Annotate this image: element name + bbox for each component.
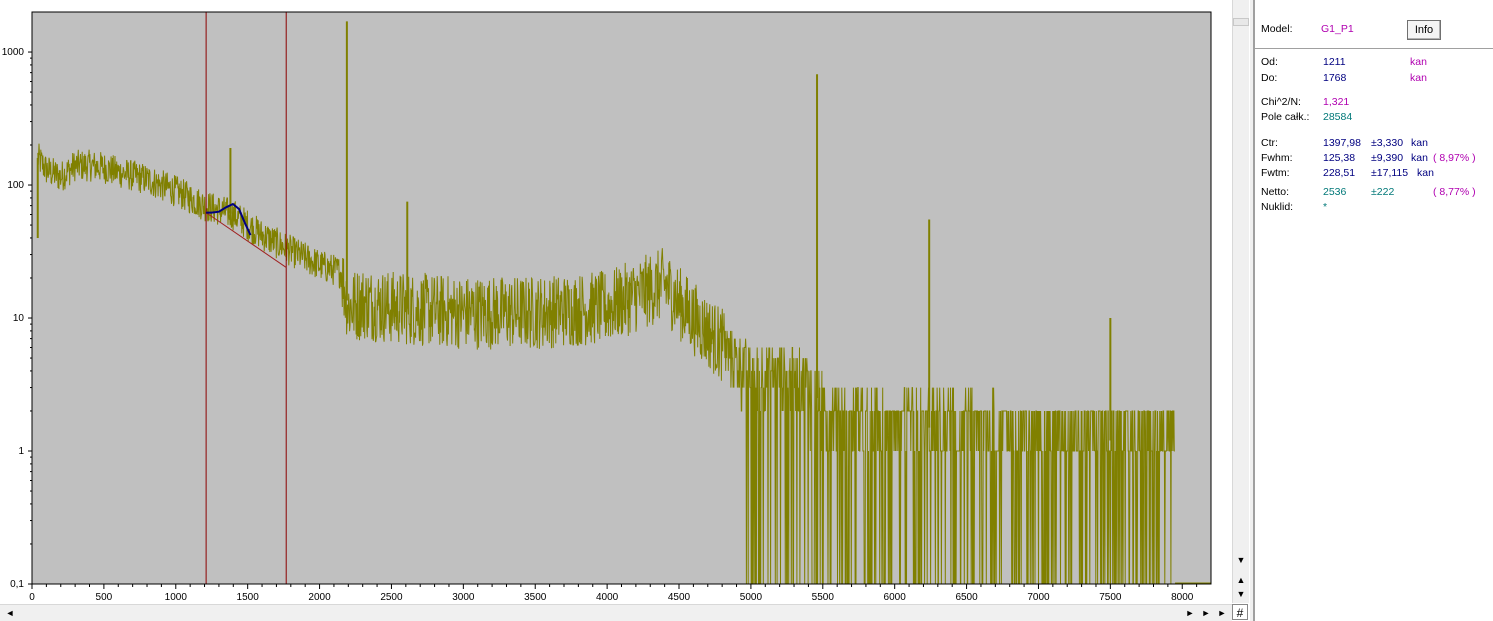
info-button[interactable]: Info: [1407, 20, 1441, 40]
ctr-error: ±3,330: [1371, 137, 1404, 149]
x-tick-label: 7500: [1099, 592, 1122, 603]
y-tick-label: 1: [18, 446, 24, 457]
x-axis: 0 500 1000 1500 2000 2500 3000 3500 4000 4500 5000…: [29, 584, 1198, 603]
do-label: Do:: [1261, 72, 1278, 84]
x-tick-label: 0: [29, 592, 35, 603]
scroll-corner-button[interactable]: #: [1232, 604, 1248, 620]
chart-area: 0 500 1000 1500 2000 2500 3000 3500 4000 4500 5000…: [0, 0, 1250, 621]
fit-layer: [205, 202, 287, 268]
scroll-thumb[interactable]: [1233, 18, 1249, 26]
ctr-value: 1397,98: [1323, 137, 1361, 149]
fwtm-unit: kan: [1417, 167, 1434, 179]
netto-value: 2536: [1323, 186, 1347, 198]
x-tick-label: 6500: [955, 592, 978, 603]
y-tick-label: 100: [7, 180, 24, 191]
fit-results-panel: Model: G1_P1 Info Od: 1211 kan Do: 1768 …: [1253, 0, 1493, 621]
x-tick-label: 2500: [380, 592, 403, 603]
do-value: 1768: [1323, 72, 1347, 84]
fit-baseline: [205, 212, 287, 268]
scroll-down-button-2[interactable]: ▼: [1233, 586, 1249, 602]
x-tick-label: 4500: [668, 592, 691, 603]
x-tick-label: 2000: [308, 592, 331, 603]
spectrum-layer: [36, 21, 1211, 585]
scroll-right-button-2[interactable]: ►: [1198, 605, 1214, 621]
fwhm-error: ±9,390: [1371, 152, 1404, 164]
fwhm-unit: kan: [1411, 152, 1428, 164]
netto-label: Netto:: [1261, 186, 1290, 198]
do-unit: kan: [1410, 72, 1427, 84]
spectrum-chart[interactable]: 0 500 1000 1500 2000 2500 3000 3500 4000 4500 5000…: [0, 0, 1232, 604]
marker-layer: [205, 12, 287, 584]
nuklid-label: Nuklid:: [1261, 201, 1294, 213]
fwtm-error: ±17,115: [1371, 167, 1409, 179]
x-tick-label: 1000: [165, 592, 188, 603]
y-tick-label: 1000: [2, 47, 25, 58]
spectrum-line: [37, 143, 1175, 585]
fwtm-value: 228,51: [1323, 167, 1356, 179]
x-tick-label: 6000: [884, 592, 907, 603]
model-label: Model:: [1261, 23, 1293, 35]
x-tick-label: 8000: [1171, 592, 1194, 603]
x-tick-label: 5000: [740, 592, 763, 603]
scroll-right-button-3[interactable]: ►: [1214, 605, 1230, 621]
x-tick-label: 4000: [596, 592, 619, 603]
od-value: 1211: [1323, 56, 1346, 68]
pole-value: 28584: [1323, 111, 1353, 123]
x-tick-label: 500: [96, 592, 113, 603]
nuklid-value: *: [1323, 201, 1328, 213]
fwhm-percent: ( 8,97% ): [1433, 152, 1476, 164]
fwhm-value: 125,38: [1323, 152, 1356, 164]
chi-value: 1,321: [1323, 96, 1350, 108]
ctr-label: Ctr:: [1261, 137, 1278, 149]
horizontal-scrollbar[interactable]: ◄ ► ► ►: [0, 604, 1232, 621]
scroll-down-button[interactable]: ▼: [1233, 552, 1249, 568]
scroll-up-arrow-icon: [1233, 2, 1249, 18]
fwtm-label: Fwtm:: [1261, 167, 1290, 179]
vertical-scrollbar[interactable]: ▲ ▼ ▲ ▼: [1232, 0, 1249, 603]
x-tick-label: 7000: [1027, 592, 1050, 603]
fwhm-label: Fwhm:: [1261, 152, 1293, 164]
x-tick-label: 5500: [812, 592, 835, 603]
y-tick-label: 0,1: [10, 579, 24, 590]
pole-label: Pole całk.:: [1261, 111, 1310, 123]
model-value: G1_P1: [1321, 23, 1354, 35]
x-tick-label: 1500: [237, 592, 260, 603]
netto-error: ±222: [1371, 186, 1395, 198]
fit-curve: [206, 202, 252, 236]
y-tick-label: 10: [13, 313, 25, 324]
scroll-left-button[interactable]: ◄: [2, 605, 18, 621]
netto-percent: ( 8,77% ): [1433, 186, 1476, 198]
od-label: Od:: [1261, 56, 1278, 68]
chi-label: Chi^2/N:: [1261, 96, 1301, 108]
scroll-up-button-2[interactable]: ▲: [1233, 572, 1249, 588]
x-tick-label: 3500: [524, 592, 547, 603]
ctr-unit: kan: [1411, 137, 1428, 149]
od-unit: kan: [1410, 56, 1427, 68]
separator: [1255, 48, 1493, 49]
scroll-right-button[interactable]: ►: [1182, 605, 1198, 621]
y-axis: 0,1 1 10 100 1000: [2, 47, 32, 590]
x-tick-label: 3000: [452, 592, 475, 603]
